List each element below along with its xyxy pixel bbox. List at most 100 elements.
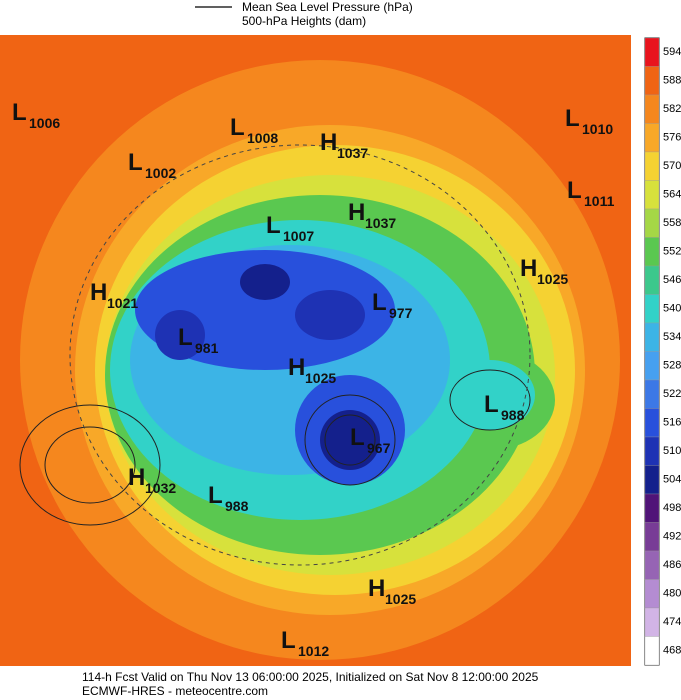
- center-pressure: 988: [225, 498, 249, 514]
- colorbar-cell: [644, 465, 660, 495]
- footer-line: 114-h Fcst Valid on Thu Nov 13 06:00:00 …: [82, 670, 539, 684]
- colorbar: 594 588 582 576 570 564 558 552 546 540 534 528 522 5…: [644, 37, 681, 666]
- center-type: L: [350, 424, 365, 451]
- center-type: L: [484, 391, 499, 418]
- center-pressure: 1025: [385, 591, 416, 607]
- colorbar-tick-label: 498: [663, 502, 681, 514]
- colorbar-tick-label: 486: [663, 559, 681, 571]
- colorbar-tick-label: 564: [663, 189, 681, 201]
- colorbar-tick-label: 546: [663, 274, 681, 286]
- colorbar-tick-label: 582: [663, 103, 681, 115]
- colorbar-tick-label: 474: [663, 616, 681, 628]
- contour: [44, 426, 136, 504]
- colorbar-cell: [644, 151, 660, 181]
- footer-line: ECMWF-HRES - meteocentre.com: [82, 684, 268, 698]
- field: [240, 264, 290, 300]
- colorbar-tick-label: 504: [663, 474, 681, 486]
- colorbar-cell: [644, 123, 660, 153]
- field: [295, 290, 365, 340]
- field: [320, 410, 380, 470]
- colorbar-cell: [644, 37, 660, 67]
- center-type: L: [12, 99, 27, 126]
- colorbar-tick-label: 510: [663, 445, 681, 457]
- center-pressure: 1012: [298, 643, 329, 659]
- map: [0, 35, 631, 666]
- center-type: H: [320, 129, 337, 156]
- colorbar-cell: [644, 180, 660, 210]
- center-pressure: 1007: [283, 228, 314, 244]
- center-type: L: [281, 627, 296, 654]
- colorbar-tick-label: 522: [663, 388, 681, 400]
- colorbar-cell: [644, 436, 660, 466]
- center-pressure: 1037: [365, 215, 396, 231]
- center-pressure: 1021: [107, 295, 138, 311]
- center-pressure: 1006: [29, 115, 60, 131]
- legend-entry: 500-hPa Heights (dam): [242, 14, 366, 28]
- center-type: L: [178, 324, 193, 351]
- center-pressure: 967: [367, 440, 391, 456]
- center-type: H: [128, 464, 145, 491]
- center-type: L: [208, 482, 223, 509]
- colorbar-tick-label: 558: [663, 217, 681, 229]
- colorbar-tick-label: 570: [663, 160, 681, 172]
- colorbar-cell: [644, 351, 660, 381]
- colorbar-tick-label: 516: [663, 417, 681, 429]
- center-pressure: 1025: [537, 271, 568, 287]
- colorbar-cell: [644, 550, 660, 580]
- colorbar-cell: [644, 322, 660, 352]
- contour: [19, 404, 161, 526]
- center-type: H: [368, 575, 385, 602]
- colorbar-tick-label: 552: [663, 246, 681, 258]
- center-type: L: [266, 212, 281, 239]
- center-pressure: 1011: [584, 193, 615, 209]
- colorbar-tick-label: 540: [663, 303, 681, 315]
- center-type: H: [90, 279, 107, 306]
- colorbar-cell: [644, 379, 660, 409]
- colorbar-cell: [644, 607, 660, 637]
- colorbar-cell: [644, 636, 660, 666]
- center-pressure: 981: [195, 340, 219, 356]
- center-pressure: 1010: [582, 121, 613, 137]
- center-pressure: 1008: [247, 130, 278, 146]
- colorbar-cell: [644, 408, 660, 438]
- colorbar-cell: [644, 493, 660, 523]
- contour: [449, 369, 531, 431]
- colorbar-cell: [644, 208, 660, 238]
- colorbar-cell: [644, 522, 660, 552]
- colorbar-tick-label: 480: [663, 588, 681, 600]
- center-type: L: [128, 149, 143, 176]
- center-pressure: 1002: [145, 165, 176, 181]
- colorbar-cell: [644, 66, 660, 96]
- center-type: L: [230, 114, 245, 141]
- field: [155, 310, 205, 360]
- colorbar-cell: [644, 579, 660, 609]
- center-type: H: [348, 199, 365, 226]
- colorbar-tick-label: 594: [663, 46, 681, 58]
- center-pressure: 1032: [145, 480, 176, 496]
- contour: [304, 394, 396, 486]
- center-type: H: [288, 354, 305, 381]
- center-type: H: [520, 255, 537, 282]
- center-type: L: [567, 177, 582, 204]
- center-pressure: 1037: [337, 145, 368, 161]
- colorbar-tick-label: 534: [663, 331, 681, 343]
- colorbar-cell: [644, 237, 660, 267]
- center-pressure: 988: [501, 407, 525, 423]
- colorbar-tick-label: 468: [663, 645, 681, 657]
- center-type: L: [565, 105, 580, 132]
- contour: [324, 414, 376, 466]
- colorbar-cell: [644, 265, 660, 295]
- center-type: L: [372, 289, 387, 316]
- latitude-circle: [69, 144, 531, 566]
- colorbar-tick-label: 576: [663, 132, 681, 144]
- colorbar-cell: [644, 294, 660, 324]
- colorbar-cell: [644, 94, 660, 124]
- center-pressure: 1025: [305, 370, 336, 386]
- colorbar-tick-label: 528: [663, 360, 681, 372]
- colorbar-tick-label: 492: [663, 531, 681, 543]
- legend-entry: Mean Sea Level Pressure (hPa): [242, 0, 413, 14]
- center-pressure: 977: [389, 305, 413, 321]
- colorbar-tick-label: 588: [663, 75, 681, 87]
